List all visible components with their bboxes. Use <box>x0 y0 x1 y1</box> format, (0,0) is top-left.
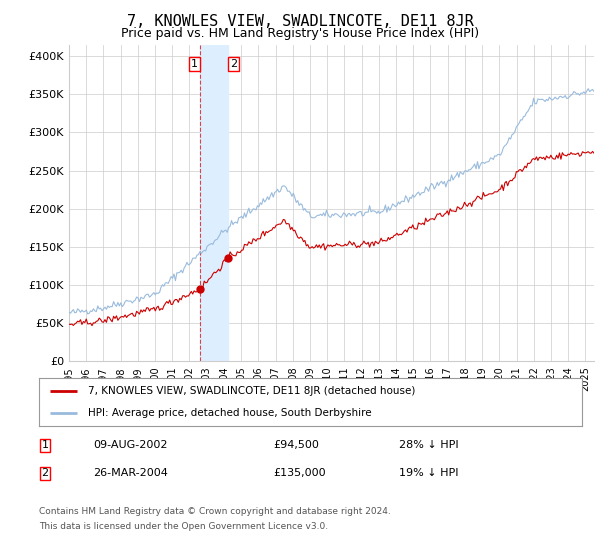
Text: 1: 1 <box>191 59 198 69</box>
Text: HPI: Average price, detached house, South Derbyshire: HPI: Average price, detached house, Sout… <box>88 408 371 418</box>
Text: £94,500: £94,500 <box>273 440 319 450</box>
Text: 1: 1 <box>41 440 49 450</box>
Text: 09-AUG-2002: 09-AUG-2002 <box>93 440 167 450</box>
Text: 2: 2 <box>230 59 237 69</box>
Text: This data is licensed under the Open Government Licence v3.0.: This data is licensed under the Open Gov… <box>39 522 328 531</box>
Text: Contains HM Land Registry data © Crown copyright and database right 2024.: Contains HM Land Registry data © Crown c… <box>39 507 391 516</box>
Text: 2: 2 <box>41 468 49 478</box>
Text: 19% ↓ HPI: 19% ↓ HPI <box>399 468 458 478</box>
Text: 28% ↓ HPI: 28% ↓ HPI <box>399 440 458 450</box>
Text: 7, KNOWLES VIEW, SWADLINCOTE, DE11 8JR (detached house): 7, KNOWLES VIEW, SWADLINCOTE, DE11 8JR (… <box>88 386 415 396</box>
Text: 7, KNOWLES VIEW, SWADLINCOTE, DE11 8JR: 7, KNOWLES VIEW, SWADLINCOTE, DE11 8JR <box>127 14 473 29</box>
Text: Price paid vs. HM Land Registry's House Price Index (HPI): Price paid vs. HM Land Registry's House … <box>121 27 479 40</box>
Text: £135,000: £135,000 <box>273 468 326 478</box>
Bar <box>200 45 228 361</box>
Text: 26-MAR-2004: 26-MAR-2004 <box>93 468 168 478</box>
